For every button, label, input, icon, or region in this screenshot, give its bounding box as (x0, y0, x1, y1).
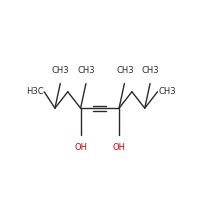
Text: OH: OH (74, 143, 87, 152)
Text: CH3: CH3 (78, 66, 95, 75)
Text: CH3: CH3 (158, 87, 176, 96)
Text: CH3: CH3 (142, 66, 159, 75)
Text: H3C: H3C (26, 87, 44, 96)
Text: CH3: CH3 (116, 66, 134, 75)
Text: CH3: CH3 (52, 66, 70, 75)
Text: OH: OH (113, 143, 126, 152)
